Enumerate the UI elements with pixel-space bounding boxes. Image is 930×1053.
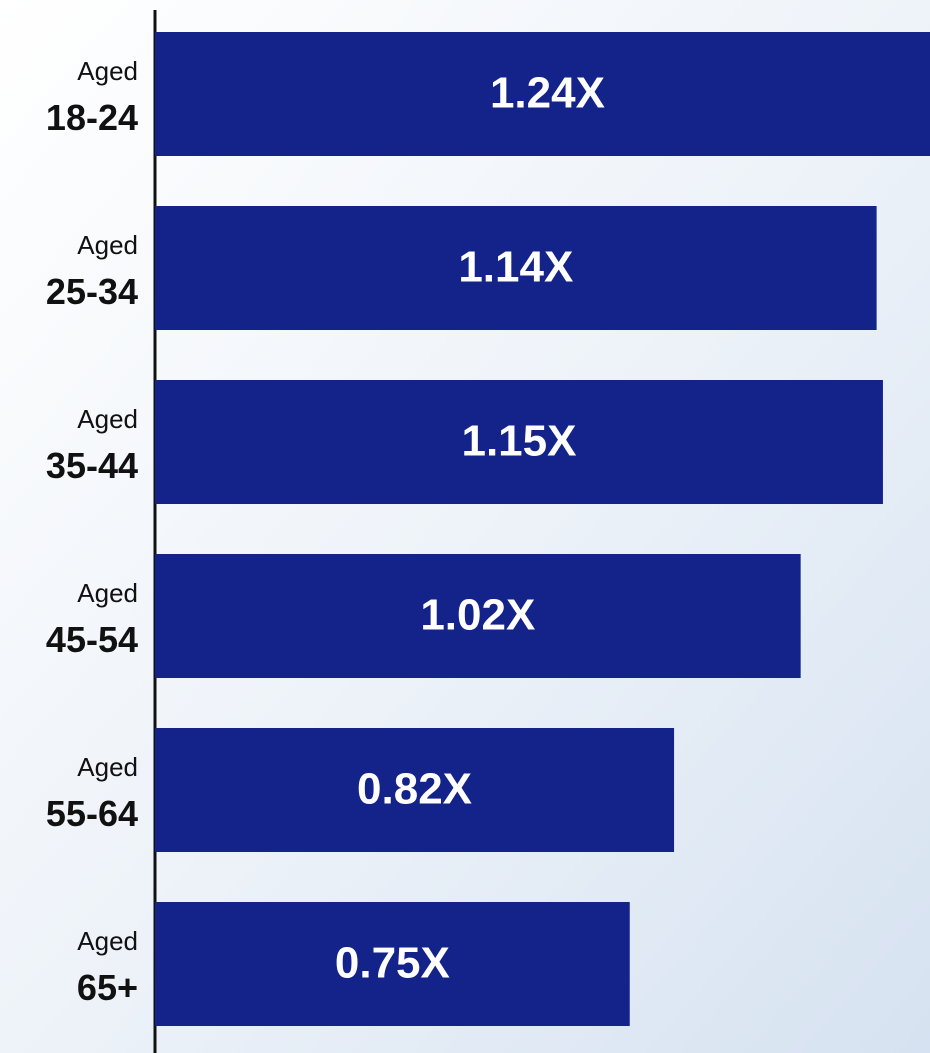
- category-label: Aged 18-24: [36, 56, 138, 138]
- category-line: Aged: [77, 230, 138, 260]
- category-line: 18-24: [36, 97, 138, 138]
- category-label: Aged 45-54: [36, 578, 138, 660]
- category-line: 55-64: [36, 793, 138, 834]
- value-label: 1.14X: [458, 243, 573, 292]
- bar: [155, 902, 630, 1026]
- category-line: 45-54: [36, 619, 138, 660]
- category-label: Aged 65+: [67, 926, 138, 1008]
- bar: [155, 206, 877, 330]
- category-line: Aged: [77, 752, 138, 782]
- bar: [155, 554, 801, 678]
- value-label: 0.75X: [335, 939, 450, 988]
- category-line: Aged: [77, 56, 138, 86]
- category-label: Aged 55-64: [36, 752, 138, 834]
- category-line: Aged: [77, 926, 138, 956]
- value-label: 0.82X: [357, 765, 472, 814]
- category-line: 65+: [67, 967, 138, 1008]
- bar: [155, 32, 930, 156]
- value-label: 1.02X: [420, 591, 535, 640]
- category-line: 35-44: [36, 445, 138, 486]
- category-label: Aged 25-34: [36, 230, 138, 312]
- value-label: 1.24X: [490, 69, 605, 118]
- value-label: 1.15X: [461, 417, 576, 466]
- category-line: Aged: [77, 578, 138, 608]
- category-label: Aged 35-44: [36, 404, 138, 486]
- category-line: Aged: [77, 404, 138, 434]
- bar: [155, 728, 675, 852]
- category-line: 25-34: [36, 271, 138, 312]
- bar: [155, 380, 883, 504]
